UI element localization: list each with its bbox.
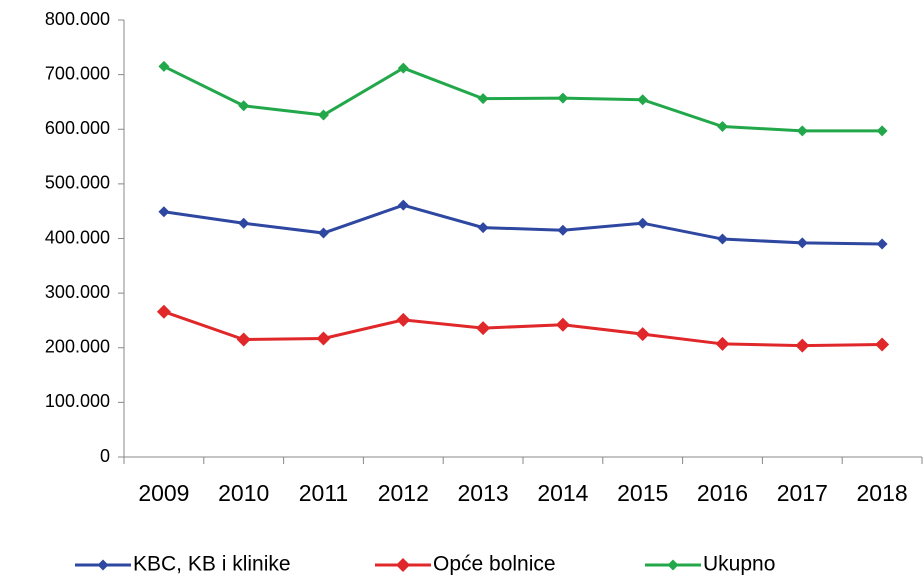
- y-tick-label: 200.000: [45, 337, 110, 357]
- marker: [555, 317, 570, 332]
- series-line: [163, 203, 883, 246]
- marker: [796, 237, 808, 249]
- marker: [238, 100, 250, 112]
- marker: [477, 93, 489, 105]
- series-line: [163, 310, 883, 348]
- marker: [158, 60, 170, 72]
- marker: [717, 233, 728, 245]
- marker: [717, 121, 728, 133]
- legend-label: Ukupno: [703, 553, 775, 576]
- y-tick-label: 100.000: [45, 391, 110, 411]
- series-line: [163, 65, 883, 133]
- marker: [557, 92, 569, 104]
- marker: [238, 217, 250, 229]
- y-tick-label: 700.000: [45, 63, 110, 83]
- marker: [796, 125, 808, 137]
- marker: [397, 199, 409, 211]
- marker: [637, 94, 649, 106]
- marker: [318, 109, 329, 121]
- marker: [635, 327, 650, 342]
- marker: [158, 206, 170, 218]
- marker: [715, 336, 730, 351]
- y-tick-label: 300.000: [45, 282, 110, 302]
- marker: [476, 321, 491, 336]
- marker: [795, 338, 810, 353]
- legend-label: Opće bolnice: [433, 553, 556, 576]
- marker: [876, 238, 888, 250]
- x-tick-label: 2017: [777, 480, 828, 506]
- marker: [156, 304, 171, 319]
- x-tick-label: 2011: [299, 480, 348, 506]
- y-tick-label: 600.000: [45, 118, 110, 138]
- marker: [396, 312, 411, 327]
- x-tick-label: 2012: [378, 480, 429, 506]
- y-tick-label: 800.000: [45, 9, 110, 29]
- legend-marker: [97, 559, 109, 571]
- y-tick-label: 500.000: [45, 173, 110, 193]
- x-tick-label: 2014: [537, 480, 588, 506]
- marker: [236, 332, 251, 347]
- x-tick-label: 2015: [617, 480, 668, 506]
- legend-label: KBC, KB i klinike: [133, 553, 291, 576]
- y-tick-label: 400.000: [45, 227, 110, 247]
- marker: [318, 227, 329, 239]
- legend-marker: [667, 559, 679, 571]
- x-tick-label: 2010: [218, 480, 269, 506]
- marker: [876, 125, 888, 137]
- y-tick-label: 0: [100, 446, 110, 466]
- marker: [637, 217, 649, 229]
- x-tick-label: 2013: [458, 480, 509, 506]
- marker: [316, 331, 331, 346]
- x-tick-label: 2009: [138, 480, 189, 506]
- marker: [875, 337, 890, 352]
- marker: [477, 222, 489, 234]
- marker: [557, 224, 569, 236]
- marker: [397, 62, 409, 74]
- x-tick-label: 2016: [697, 480, 748, 506]
- x-tick-label: 2018: [857, 480, 908, 506]
- legend-marker: [396, 558, 410, 572]
